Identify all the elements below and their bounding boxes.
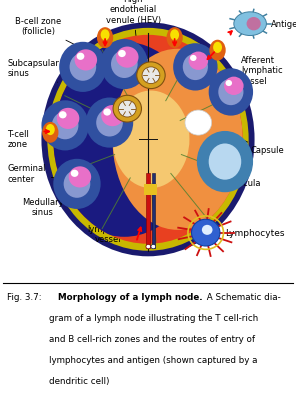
Text: lymphocytes and antigen (shown captured by a: lymphocytes and antigen (shown captured … [49,356,257,365]
Ellipse shape [213,42,222,53]
Ellipse shape [47,42,201,237]
Circle shape [57,108,79,129]
Ellipse shape [166,27,183,48]
Ellipse shape [41,22,255,256]
Circle shape [226,80,232,86]
Circle shape [59,111,67,118]
Ellipse shape [173,43,218,90]
Text: B-cell zone
(follicle): B-cell zone (follicle) [15,17,83,49]
Ellipse shape [59,42,107,92]
Text: Fig. 3.7:: Fig. 3.7: [7,293,42,302]
Text: A Schematic dia-: A Schematic dia- [204,293,281,302]
Text: Antigen: Antigen [271,20,296,29]
Text: Afferent
lymphatic
vessel: Afferent lymphatic vessel [241,56,283,86]
Circle shape [77,53,84,60]
Circle shape [151,244,156,249]
Circle shape [202,225,213,235]
Text: Artery: Artery [155,167,205,188]
Text: Germinal
center: Germinal center [7,164,65,184]
Text: and B cell-rich zones and the routes of entry of: and B cell-rich zones and the routes of … [49,335,255,344]
Ellipse shape [53,35,243,244]
Ellipse shape [42,122,59,143]
Circle shape [103,108,111,115]
Ellipse shape [70,53,96,81]
Text: Trabecula: Trabecula [220,165,261,188]
Ellipse shape [101,39,148,89]
Circle shape [142,67,160,84]
Text: Medulla: Medulla [62,159,116,181]
Ellipse shape [197,131,253,192]
Circle shape [189,51,208,70]
Polygon shape [144,184,157,195]
Polygon shape [146,173,150,248]
Ellipse shape [210,40,226,60]
Ellipse shape [209,144,241,180]
Circle shape [101,105,124,126]
Text: Efferent
lymphatic
vessel: Efferent lymphatic vessel [87,215,129,244]
Circle shape [247,17,261,30]
Text: Medullary
sinus: Medullary sinus [22,198,64,217]
Ellipse shape [47,28,249,251]
Circle shape [69,166,91,187]
Circle shape [116,47,139,68]
Circle shape [192,219,220,246]
Ellipse shape [183,54,208,80]
Text: Capsule: Capsule [244,140,284,155]
Ellipse shape [234,12,266,35]
Circle shape [71,170,78,177]
Text: High
endothelial
venule (HEV): High endothelial venule (HEV) [106,0,161,63]
Ellipse shape [112,49,243,230]
Text: Lymphocytes: Lymphocytes [225,229,284,238]
Circle shape [185,110,212,135]
Circle shape [113,95,141,122]
Circle shape [190,55,197,61]
Circle shape [137,62,165,89]
Ellipse shape [111,50,138,78]
Text: dendritic cell): dendritic cell) [49,377,109,386]
Ellipse shape [53,159,101,209]
Ellipse shape [64,170,90,198]
Circle shape [118,50,126,57]
Text: T-cell
zone: T-cell zone [7,130,29,149]
Text: gram of a lymph node illustrating the T cell-rich: gram of a lymph node illustrating the T … [49,314,258,323]
Ellipse shape [52,111,78,139]
Text: Morphology of a lymph node.: Morphology of a lymph node. [58,293,202,302]
Ellipse shape [46,124,55,135]
Ellipse shape [101,29,110,40]
Ellipse shape [112,91,189,188]
Ellipse shape [209,68,253,115]
Circle shape [224,76,244,95]
Polygon shape [152,173,155,248]
Ellipse shape [170,29,179,40]
Ellipse shape [218,79,244,105]
Circle shape [75,49,97,70]
Ellipse shape [97,27,113,48]
Circle shape [118,100,136,117]
Text: Subcapsular
sinus: Subcapsular sinus [7,59,59,82]
Ellipse shape [96,109,123,137]
Ellipse shape [86,98,133,148]
Circle shape [146,244,151,249]
Text: Vein: Vein [156,178,197,205]
Ellipse shape [41,100,89,150]
